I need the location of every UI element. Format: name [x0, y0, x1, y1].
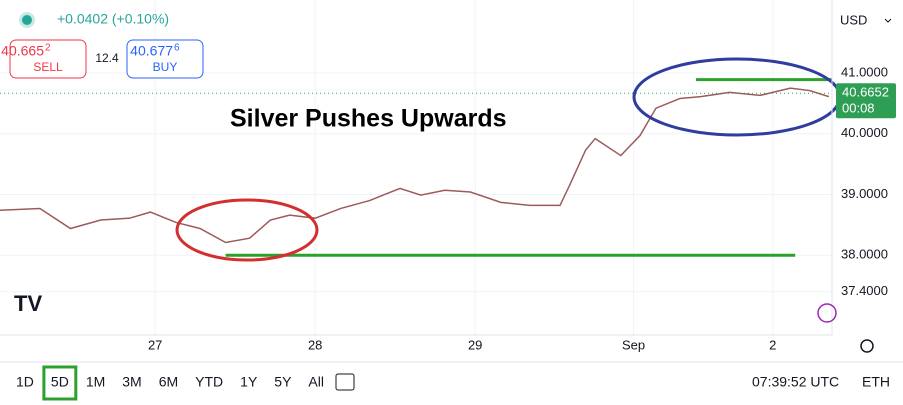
timeframe-button[interactable]: 5Y: [274, 374, 292, 390]
timeframe-button[interactable]: 6M: [159, 374, 178, 390]
toolbar: 1D 5D 1M 3M 6M YTD 1Y 5Y All 07:39:52 UTC ETH: [16, 365, 890, 401]
settings-icon[interactable]: [860, 339, 874, 353]
y-tick-label: 39.0000: [841, 186, 888, 201]
plot: [0, 78, 832, 257]
chart-title: Silver Pushes Upwards: [230, 105, 507, 133]
active-timeframe: [42, 365, 78, 401]
timeframe-button[interactable]: All: [308, 374, 324, 390]
x-tick-label: 2: [769, 337, 776, 352]
price-line: [0, 87, 830, 244]
y-tick-label: 37.4000: [841, 283, 888, 298]
y-tick-label: 40.0000: [841, 125, 888, 140]
sell-button[interactable]: [9, 39, 87, 79]
buy-price-sup: 6: [174, 43, 180, 54]
session[interactable]: ETH: [862, 374, 890, 390]
sell-label: SELL: [33, 60, 63, 74]
timeframe-button[interactable]: 1Y: [240, 374, 258, 390]
sell-price-sup: 2: [45, 43, 51, 54]
x-tick-label: Sep: [622, 337, 645, 352]
buy-price: 40.677: [130, 43, 173, 59]
currency-select[interactable]: USD: [840, 12, 867, 27]
icon[interactable]: [817, 303, 837, 323]
dropdown-icon: [884, 18, 892, 23]
buy-button[interactable]: [126, 39, 204, 79]
annotation-ellipse: [175, 198, 319, 262]
clock: 07:39:52 UTC: [752, 374, 839, 390]
y-tick-label: 38.0000: [841, 247, 888, 262]
x-tick-label: 29: [468, 337, 482, 352]
x-tick-label: 27: [148, 337, 162, 352]
current-price-box: [836, 83, 896, 119]
calendar-icon[interactable]: [335, 373, 355, 391]
change: +0.0402 (+0.10%): [57, 11, 169, 27]
status-dot: [19, 12, 35, 28]
x-tick-label: 28: [308, 337, 322, 352]
timeframe-button[interactable]: 1M: [86, 374, 105, 390]
timeframe-button[interactable]: 3M: [122, 374, 141, 390]
timeframe-button[interactable]: 5D: [51, 374, 69, 390]
current-price-label: 40.6652: [842, 85, 889, 100]
price-timer: 00:08: [842, 101, 875, 116]
timeframe-button[interactable]: YTD: [195, 374, 223, 390]
buy-label: BUY: [153, 60, 178, 74]
spread: 12.4: [95, 51, 119, 65]
sell-price: 40.665: [1, 43, 44, 59]
timeframe-button[interactable]: 1D: [16, 374, 34, 390]
y-tick-label: 41.0000: [841, 64, 888, 79]
status-dot: [22, 15, 32, 25]
logo: TV: [14, 291, 42, 316]
